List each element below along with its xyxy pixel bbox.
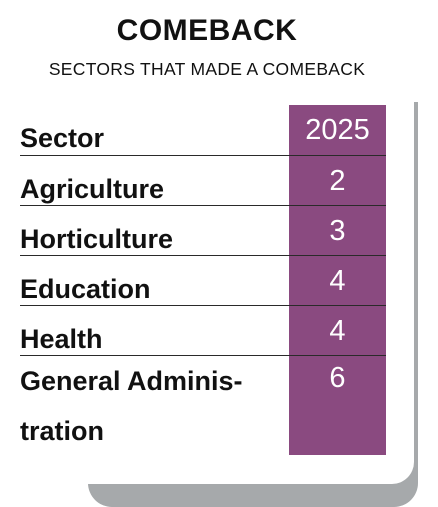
sector-name: Education (20, 274, 151, 304)
table-row: Horticulture 3 (20, 206, 386, 256)
sector-name: General Adminis-tration (20, 366, 243, 446)
header-sector: Sector (20, 123, 105, 153)
table-row: Education 4 (20, 256, 386, 306)
header-year: 2025 (305, 114, 370, 146)
year-column-highlight (289, 105, 386, 455)
sector-value: 4 (329, 265, 346, 297)
page-subtitle: SECTORS THAT MADE A COMEBACK (48, 59, 366, 79)
sector-value: 3 (329, 215, 346, 247)
table-header-row: Sector 2025 (20, 106, 386, 156)
table-row: General Adminis-tration 6 (20, 356, 386, 455)
sector-value: 6 (329, 362, 346, 394)
sector-value: 2 (329, 165, 346, 197)
comeback-card: COMEBACK SECTORS THAT MADE A COMEBACK Se… (20, 14, 386, 455)
sector-name: Horticulture (20, 224, 174, 254)
table-row: Agriculture 2 (20, 156, 386, 206)
sector-value: 4 (329, 315, 346, 347)
table-row: Health 4 (20, 306, 386, 356)
sector-name: Agriculture (20, 174, 165, 204)
page-title: COMEBACK (116, 14, 298, 47)
sector-name: Health (20, 324, 103, 354)
